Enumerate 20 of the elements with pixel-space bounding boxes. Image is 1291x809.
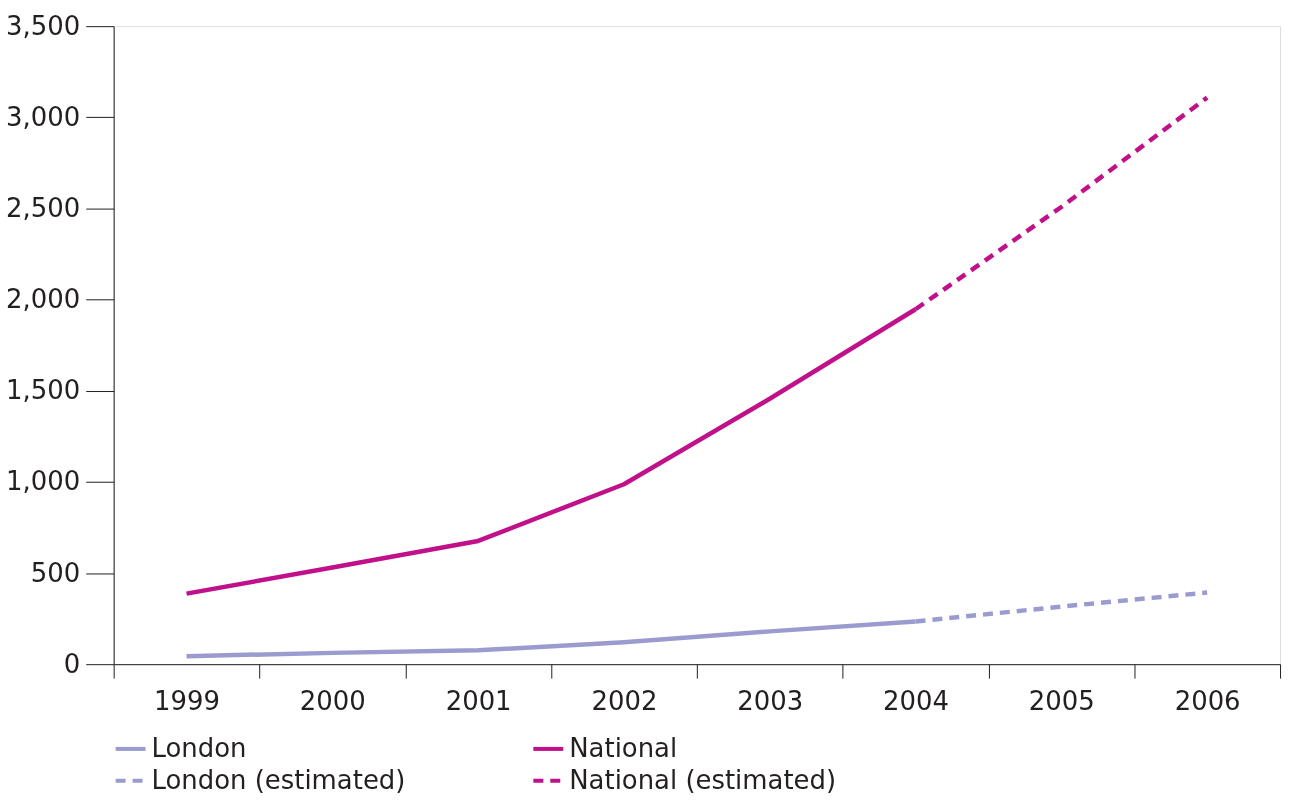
- legend-label: National (estimated): [569, 764, 837, 795]
- x-tick-label: 2001: [445, 685, 512, 716]
- legend-label: London: [151, 732, 247, 763]
- legend-label: London (estimated): [151, 764, 406, 795]
- x-tick-label: 1999: [154, 685, 221, 716]
- y-tick-label: 3,500: [6, 10, 81, 41]
- y-tick-label: 500: [30, 557, 81, 588]
- x-tick-label: 2006: [1174, 685, 1241, 716]
- y-tick-label: 2,000: [6, 284, 81, 315]
- x-tick-label: 2003: [737, 685, 804, 716]
- y-tick-label: 1,500: [6, 375, 81, 406]
- legend-label: National: [569, 732, 678, 763]
- y-tick-label: 1,000: [6, 466, 81, 497]
- x-tick-label: 2002: [591, 685, 658, 716]
- x-tick-label: 2004: [883, 685, 950, 716]
- x-tick-label: 2000: [299, 685, 366, 716]
- y-tick-label: 3,000: [6, 101, 81, 132]
- y-tick-label: 0: [63, 648, 81, 679]
- y-tick-label: 2,500: [6, 192, 81, 223]
- x-tick-label: 2005: [1028, 685, 1095, 716]
